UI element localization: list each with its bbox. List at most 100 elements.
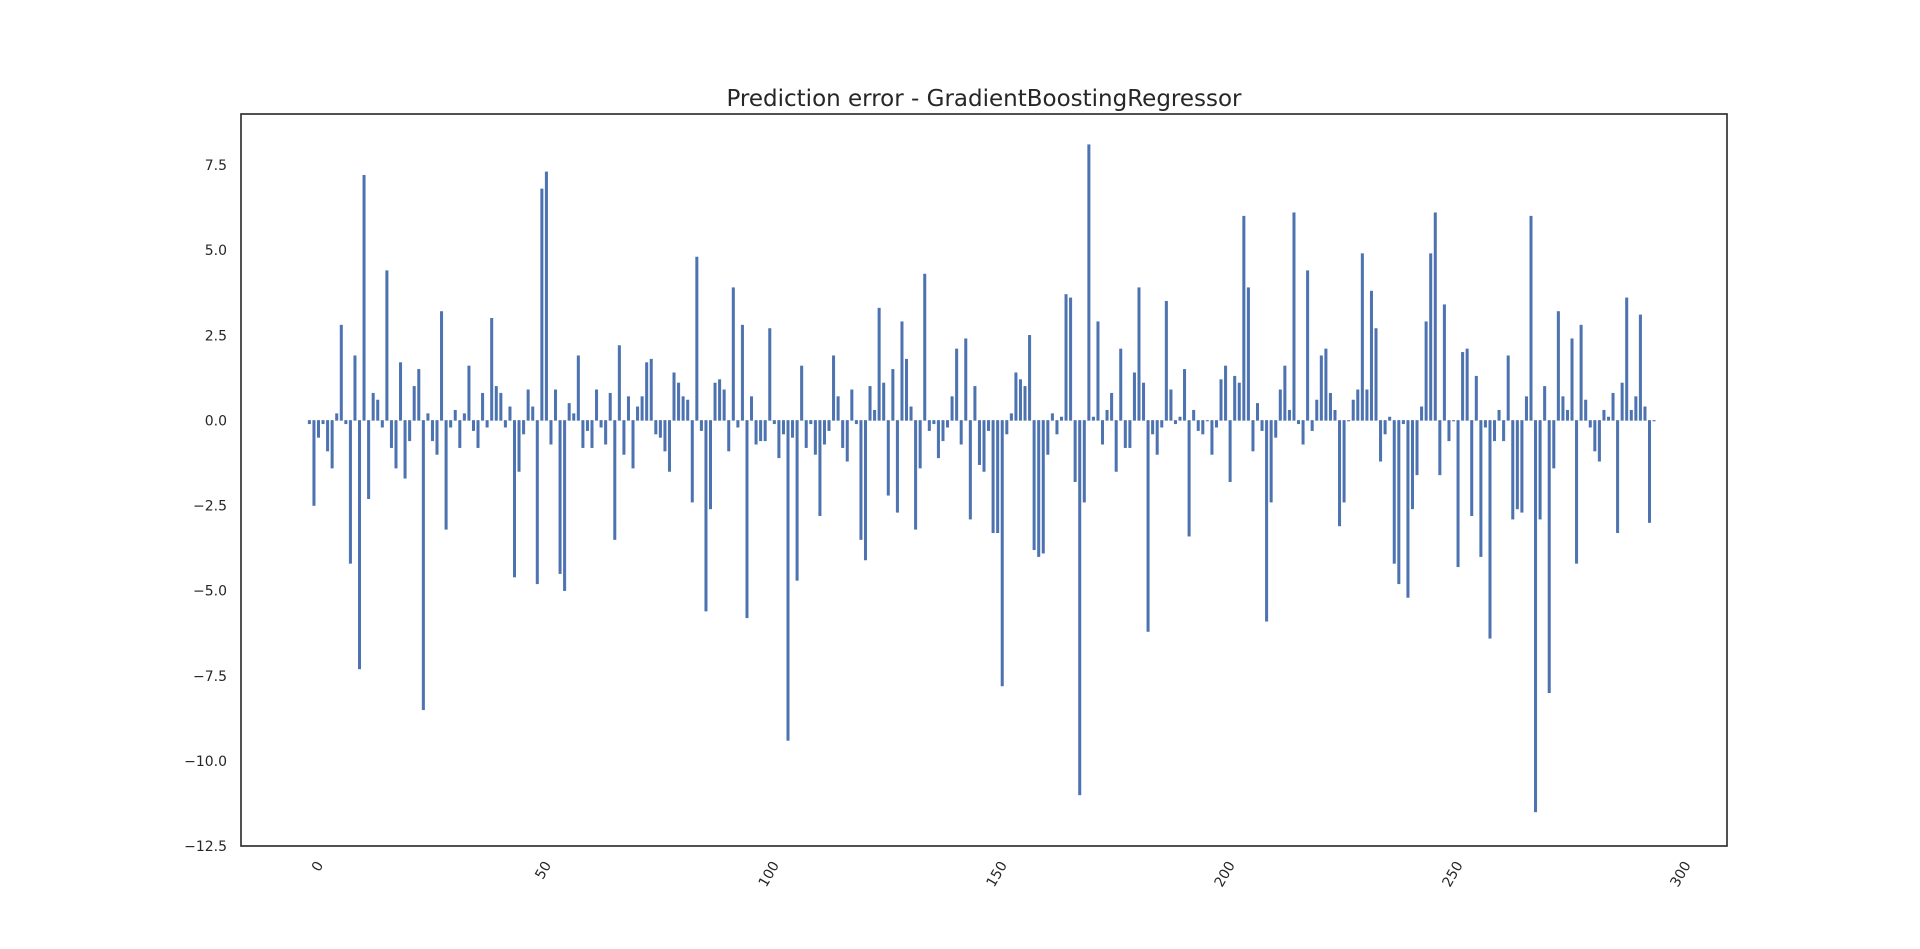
bar-162 (1046, 420, 1050, 455)
bar-2 (316, 420, 320, 438)
bar-90 (718, 379, 722, 421)
bar-257 (1479, 420, 1483, 557)
bar-206 (1246, 287, 1250, 421)
y-tick-label: 5.0 (205, 243, 227, 259)
bar-276 (1565, 409, 1569, 421)
bar-24 (417, 369, 421, 421)
bar-270 (1538, 420, 1542, 520)
bar-32 (453, 409, 457, 421)
bar-205 (1242, 215, 1246, 421)
bar-130 (900, 321, 904, 421)
bar-57 (567, 403, 571, 421)
bar-37 (476, 420, 480, 448)
bar-264 (1511, 420, 1515, 520)
bar-6 (335, 413, 339, 421)
bar-42 (499, 392, 503, 421)
bar-179 (1123, 420, 1127, 448)
bar-16 (380, 420, 384, 428)
bar-65 (604, 420, 608, 445)
bar-288 (1620, 382, 1624, 421)
bar-150 (991, 420, 995, 534)
bar-189 (1169, 389, 1173, 421)
bar-161 (1041, 420, 1045, 554)
bar-123 (868, 386, 872, 421)
bar-103 (777, 420, 781, 459)
bar-34 (462, 413, 466, 421)
bar-208 (1255, 403, 1259, 421)
bar-60 (581, 420, 585, 448)
bar-232 (1365, 389, 1369, 421)
bar-77 (658, 420, 662, 438)
bar-173 (1096, 321, 1100, 421)
bar-252 (1456, 420, 1460, 568)
bar-167 (1069, 297, 1073, 421)
bar-44 (508, 406, 512, 421)
bar-85 (695, 256, 699, 421)
bar-100 (763, 420, 767, 442)
bar-56 (563, 420, 567, 591)
bar-124 (873, 409, 877, 421)
bar-197 (1205, 420, 1209, 422)
bar-140 (946, 420, 950, 428)
bar-25 (421, 420, 425, 711)
bar-126 (882, 382, 886, 421)
x-tick-label: 200 (1212, 859, 1239, 890)
bar-144 (964, 338, 968, 421)
bar-0 (307, 420, 311, 425)
bar-33 (458, 420, 462, 448)
bar-204 (1237, 382, 1241, 421)
bar-99 (759, 420, 763, 442)
bar-119 (850, 389, 854, 421)
bar-280 (1584, 399, 1588, 421)
bar-273 (1552, 420, 1556, 469)
bar-109 (804, 420, 808, 448)
bar-118 (845, 420, 849, 462)
bar-172 (1091, 416, 1095, 421)
bar-267 (1524, 396, 1528, 421)
bar-84 (690, 420, 694, 503)
bar-134 (918, 420, 922, 469)
bar-106 (791, 420, 795, 438)
bar-51 (540, 188, 544, 421)
bar-94 (736, 420, 740, 428)
y-tick-label: −12.5 (184, 839, 227, 855)
bar-212 (1274, 420, 1278, 438)
bar-240 (1401, 420, 1405, 425)
bar-12 (362, 175, 366, 421)
bar-102 (772, 420, 776, 425)
bar-97 (750, 396, 754, 421)
bar-3 (321, 420, 325, 425)
bar-219 (1306, 270, 1310, 421)
bar-10 (353, 355, 357, 421)
bar-82 (681, 396, 685, 421)
bar-71 (631, 420, 635, 469)
bar-40 (490, 318, 494, 421)
bar-235 (1379, 420, 1383, 462)
bar-29 (440, 311, 444, 421)
bar-148 (982, 420, 986, 472)
bar-242 (1410, 420, 1414, 510)
bar-20 (399, 362, 403, 421)
bar-143 (959, 420, 963, 445)
bar-210 (1265, 420, 1269, 622)
bar-157 (1023, 386, 1027, 421)
bar-214 (1283, 365, 1287, 421)
bar-64 (599, 420, 603, 428)
bar-216 (1292, 212, 1296, 421)
bar-230 (1356, 389, 1360, 421)
bar-70 (626, 396, 630, 421)
bar-180 (1128, 420, 1132, 448)
bar-86 (699, 420, 703, 431)
bar-26 (426, 413, 430, 421)
bar-231 (1360, 253, 1364, 421)
bar-247 (1433, 212, 1437, 421)
bar-290 (1629, 409, 1633, 421)
bar-21 (403, 420, 407, 479)
bar-152 (1000, 420, 1004, 687)
chart-title: Prediction error - GradientBoostingRegre… (726, 86, 1242, 112)
bar-48 (526, 389, 530, 421)
bar-120 (854, 420, 858, 425)
bar-190 (1173, 420, 1177, 425)
bar-139 (941, 420, 945, 442)
bar-263 (1506, 355, 1510, 421)
